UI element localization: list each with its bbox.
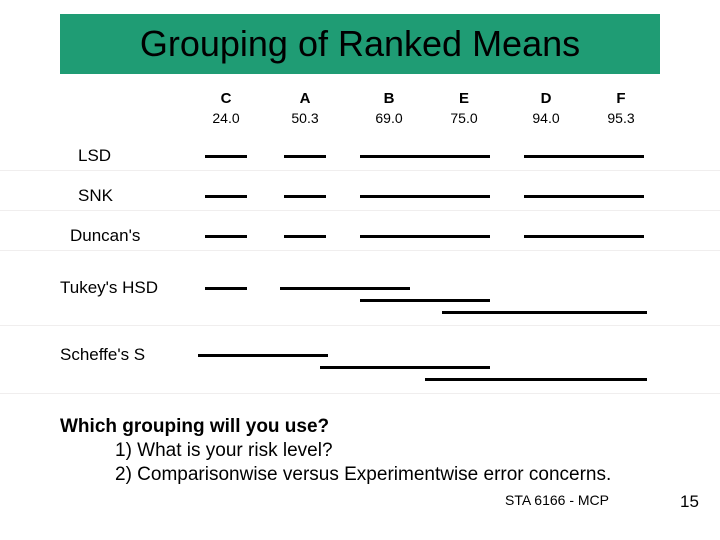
column-value: 50.3 xyxy=(280,110,330,126)
method-label: Scheffe's S xyxy=(60,345,145,365)
group-underline xyxy=(360,195,490,198)
question-item: 1) What is your risk level? xyxy=(115,440,333,462)
footer-course-code: STA 6166 - MCP xyxy=(505,492,609,508)
method-label: LSD xyxy=(78,146,111,166)
column-label: F xyxy=(601,90,641,107)
group-underline xyxy=(284,235,326,238)
group-underline xyxy=(205,155,247,158)
row-separator xyxy=(0,325,720,326)
question-item: 2) Comparisonwise versus Experimentwise … xyxy=(115,464,611,486)
column-label: D xyxy=(526,90,566,107)
row-separator xyxy=(0,170,720,171)
group-underline xyxy=(360,155,490,158)
group-underline xyxy=(284,195,326,198)
column-label: A xyxy=(285,90,325,107)
method-label: SNK xyxy=(78,186,113,206)
group-underline xyxy=(320,366,490,369)
column-value: 24.0 xyxy=(201,110,251,126)
question-prompt: Which grouping will you use? xyxy=(60,416,329,438)
row-separator xyxy=(0,393,720,394)
column-label: B xyxy=(369,90,409,107)
title-bar: Grouping of Ranked Means xyxy=(60,14,660,74)
group-underline xyxy=(360,299,490,302)
group-underline xyxy=(524,195,644,198)
group-underline xyxy=(198,354,328,357)
column-value: 95.3 xyxy=(596,110,646,126)
method-label: Tukey's HSD xyxy=(60,278,158,298)
method-label: Duncan's xyxy=(70,226,140,246)
group-underline xyxy=(360,235,490,238)
group-underline xyxy=(524,155,644,158)
row-separator xyxy=(0,210,720,211)
column-label: E xyxy=(444,90,484,107)
group-underline xyxy=(425,378,647,381)
column-value: 75.0 xyxy=(439,110,489,126)
group-underline xyxy=(205,195,247,198)
group-underline xyxy=(205,235,247,238)
group-underline xyxy=(280,287,410,290)
row-separator xyxy=(0,250,720,251)
group-underline xyxy=(442,311,647,314)
group-underline xyxy=(524,235,644,238)
column-value: 69.0 xyxy=(364,110,414,126)
slide-title: Grouping of Ranked Means xyxy=(140,23,580,65)
group-underline xyxy=(205,287,247,290)
column-value: 94.0 xyxy=(521,110,571,126)
group-underline xyxy=(284,155,326,158)
page-number: 15 xyxy=(680,492,699,512)
column-label: C xyxy=(206,90,246,107)
